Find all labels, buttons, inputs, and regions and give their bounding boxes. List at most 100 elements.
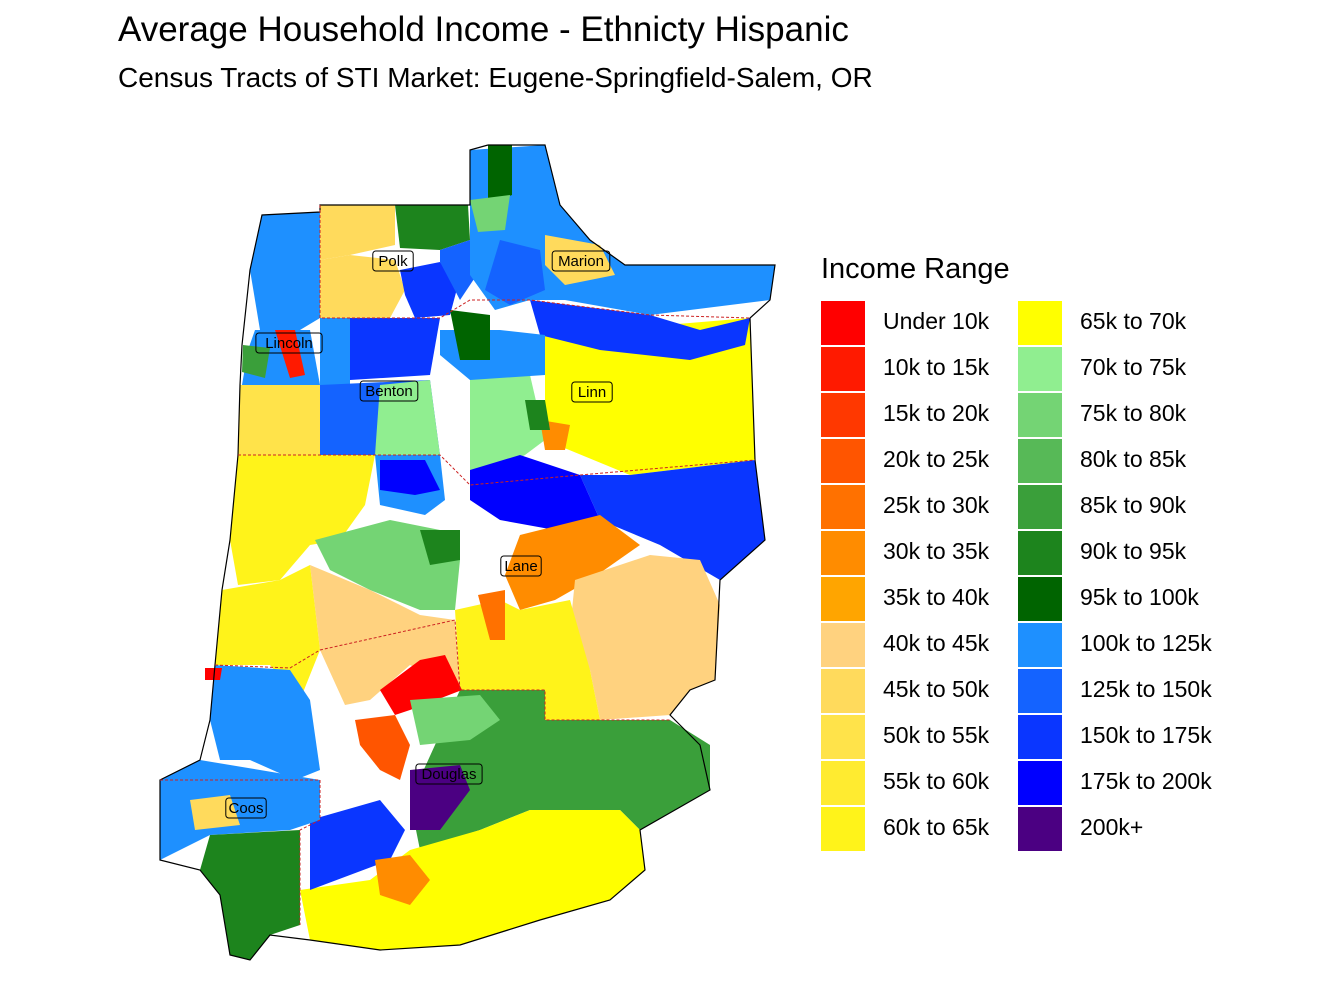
legend-swatch — [1018, 669, 1062, 713]
county-label-text: Douglas — [421, 766, 476, 783]
legend-swatch — [821, 669, 865, 713]
tract-polk-blue — [400, 262, 458, 318]
legend-item: 200k+ — [1018, 806, 1258, 852]
tract-lane-tan-east — [570, 555, 720, 720]
legend-label: Under 10k — [883, 308, 990, 334]
legend-item: 95k to 100k — [1018, 576, 1258, 622]
legend-label: 75k to 80k — [1080, 400, 1187, 426]
legend-item: 50k to 55k — [821, 714, 1061, 760]
legend-label: 65k to 70k — [1080, 308, 1187, 334]
legend-swatch — [1018, 393, 1062, 437]
legend-item: 15k to 20k — [821, 392, 1061, 438]
legend-swatch — [1018, 485, 1062, 529]
tract-linn-green — [450, 310, 490, 360]
tract-marion-yellow — [545, 235, 615, 285]
legend-label: 55k to 60k — [883, 768, 990, 794]
county-label-text: Coos — [228, 800, 263, 817]
county-label-text: Benton — [365, 383, 413, 400]
county-boundary — [319, 205, 751, 319]
county-label-coos: Coos — [225, 797, 267, 819]
legend-title: Income Range — [821, 253, 1010, 285]
county-boundary — [214, 619, 670, 721]
legend-label: 70k to 75k — [1080, 354, 1187, 380]
legend-item: 25k to 30k — [821, 484, 1061, 530]
legend-label: 80k to 85k — [1080, 446, 1187, 472]
legend-item: 40k to 45k — [821, 622, 1061, 668]
legend-label: 90k to 95k — [1080, 538, 1187, 564]
legend-item: 10k to 15k — [821, 346, 1061, 392]
legend-label: 40k to 45k — [883, 630, 990, 656]
legend-swatch — [821, 301, 865, 345]
legend-label: 15k to 20k — [883, 400, 990, 426]
legend-item: 30k to 35k — [821, 530, 1061, 576]
tract-coos-yellow — [190, 795, 240, 830]
tract-coos-green — [200, 830, 300, 960]
legend-item: 80k to 85k — [1018, 438, 1258, 484]
tract-lane-city-orange — [478, 590, 505, 640]
legend-item: 90k to 95k — [1018, 530, 1258, 576]
legend-swatch — [1018, 531, 1062, 575]
county-boundary — [160, 779, 321, 925]
legend-swatch — [821, 761, 865, 805]
county-label-text: Polk — [378, 253, 408, 270]
tract-benton-green — [375, 380, 440, 455]
legend-label: 175k to 200k — [1080, 768, 1212, 794]
county-label-polk: Polk — [372, 250, 414, 272]
legend-swatch — [821, 485, 865, 529]
tract-lane-darkblue — [380, 460, 440, 495]
tract-lincoln-mid — [238, 385, 320, 455]
county-label-douglas: Douglas — [415, 763, 483, 785]
legend-swatch — [1018, 347, 1062, 391]
map-subtitle: Census Tracts of STI Market: Eugene-Spri… — [118, 62, 873, 93]
legend-swatch — [1018, 439, 1062, 483]
county-label-linn: Linn — [571, 381, 613, 403]
legend-swatch — [821, 439, 865, 483]
tract-douglas-yellow — [300, 810, 645, 950]
county-labels: Polk Marion Lincoln Benton Linn Lane Douglas Co… — [225, 250, 613, 819]
legend-label: 45k to 50k — [883, 676, 990, 702]
legend-swatch — [821, 623, 865, 667]
legend-swatch — [1018, 807, 1062, 851]
legend-item: 45k to 50k — [821, 668, 1061, 714]
legend-item: 70k to 75k — [1018, 346, 1258, 392]
county-label-text: Lane — [504, 558, 537, 575]
tract-lincoln-red — [275, 330, 305, 378]
legend-item: 35k to 40k — [821, 576, 1061, 622]
legend-swatch — [1018, 623, 1062, 667]
tract-linn-yellow — [545, 318, 755, 475]
tract-marion-ne — [470, 145, 775, 315]
legend-swatch — [821, 715, 865, 759]
tract-marion-blue — [485, 240, 545, 305]
legend-swatch — [821, 393, 865, 437]
legend-item: 125k to 150k — [1018, 668, 1258, 714]
legend-label: 150k to 175k — [1080, 722, 1212, 748]
county-label-text: Linn — [578, 384, 606, 401]
legend-label: 125k to 150k — [1080, 676, 1212, 702]
legend-label: 10k to 15k — [883, 354, 990, 380]
legend-item: 55k to 60k — [821, 760, 1061, 806]
tract-lane-orange-east — [505, 515, 640, 610]
legend-item: 60k to 65k — [821, 806, 1061, 852]
tract-douglas-blue — [310, 800, 405, 890]
legend-swatch — [1018, 577, 1062, 621]
legend-swatch — [1018, 761, 1062, 805]
tract-marion-green — [470, 195, 510, 232]
tract-linn-green2 — [525, 400, 550, 430]
tract-marion-tip — [488, 145, 512, 205]
legend-label: 95k to 100k — [1080, 584, 1199, 610]
county-label-lane: Lane — [500, 555, 542, 577]
tract-benton-west — [320, 318, 350, 385]
tract-map: Polk Marion Lincoln Benton Linn Lane Douglas Co… — [159, 144, 776, 961]
tract-coos-red — [205, 668, 222, 680]
county-label-marion: Marion — [551, 250, 611, 272]
legend-label: 85k to 90k — [1080, 492, 1187, 518]
tract-linn-lightgreen — [470, 370, 545, 485]
tract-lane-city-green — [420, 530, 460, 565]
legend-item: 175k to 200k — [1018, 760, 1258, 806]
legend-label: 50k to 55k — [883, 722, 990, 748]
legend-item: 85k to 90k — [1018, 484, 1258, 530]
legend-swatch — [821, 577, 865, 621]
county-label-text: Marion — [558, 253, 604, 270]
county-label-lincoln: Lincoln — [255, 332, 323, 354]
tract-douglas-red — [380, 655, 462, 715]
